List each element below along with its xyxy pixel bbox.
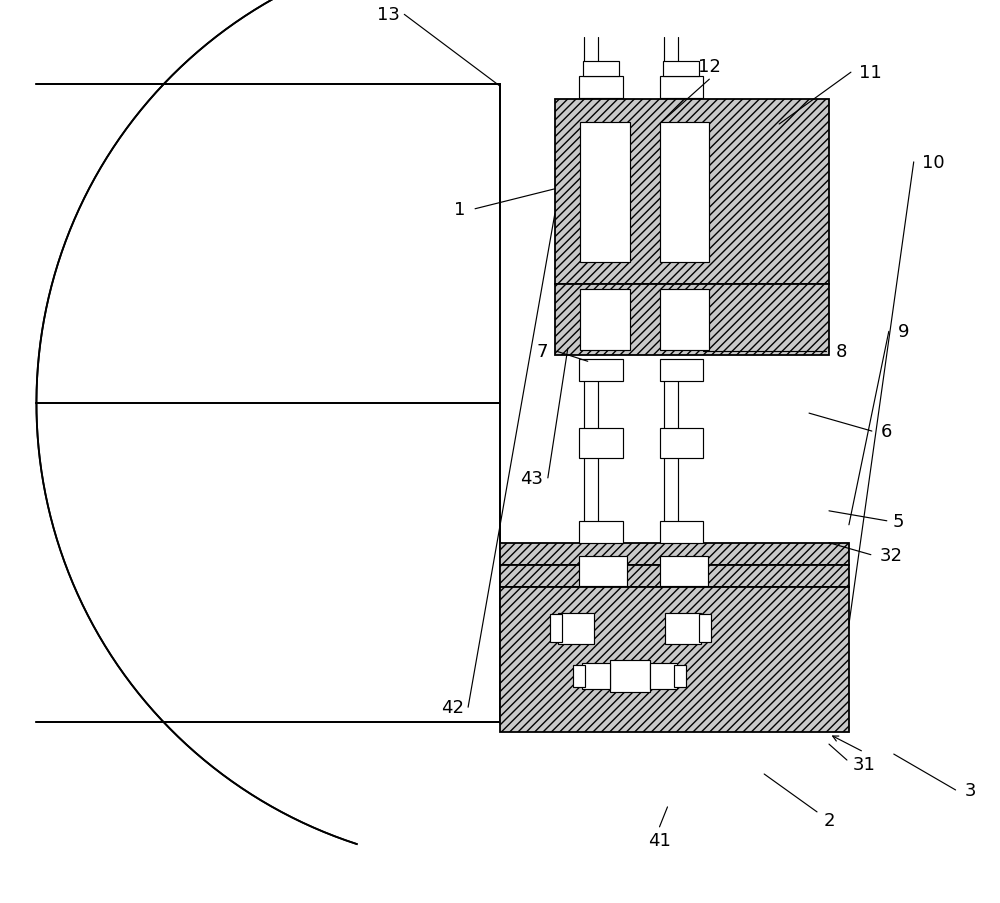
Text: 1: 1 <box>454 200 466 219</box>
Bar <box>660 521 703 543</box>
Bar <box>573 666 585 687</box>
Bar <box>660 289 709 351</box>
Text: 6: 6 <box>881 423 892 441</box>
Bar <box>674 666 686 687</box>
Text: 43: 43 <box>520 470 543 488</box>
Bar <box>660 360 703 382</box>
Bar <box>2 85 500 722</box>
Bar <box>699 615 711 643</box>
Bar <box>579 360 623 382</box>
Text: 12: 12 <box>698 58 721 76</box>
Text: 13: 13 <box>377 6 400 24</box>
Text: 5: 5 <box>893 512 905 530</box>
Bar <box>500 543 849 565</box>
Text: 31: 31 <box>852 755 875 773</box>
Text: 11: 11 <box>859 64 882 82</box>
Bar <box>555 100 829 284</box>
Bar <box>579 77 623 99</box>
Text: 2: 2 <box>823 811 835 829</box>
Bar <box>650 664 677 690</box>
Bar <box>663 62 699 77</box>
Text: 32: 32 <box>879 546 902 564</box>
Bar <box>550 615 562 643</box>
Bar <box>660 556 708 586</box>
Text: 42: 42 <box>441 698 464 716</box>
Bar <box>555 284 829 356</box>
Text: 41: 41 <box>648 831 671 849</box>
Bar <box>582 664 610 690</box>
Bar <box>580 123 630 262</box>
Bar <box>36 85 500 404</box>
Text: 8: 8 <box>835 343 847 361</box>
Bar <box>660 77 703 99</box>
Bar <box>500 565 849 587</box>
Bar <box>36 404 500 722</box>
Text: 9: 9 <box>898 323 910 341</box>
Bar <box>580 289 630 351</box>
Bar <box>665 613 701 645</box>
Bar <box>579 521 623 543</box>
Text: 10: 10 <box>922 154 945 172</box>
Bar <box>579 556 627 586</box>
Text: 3: 3 <box>965 781 976 799</box>
Bar <box>660 123 709 262</box>
Bar <box>558 613 594 645</box>
Bar <box>660 429 703 459</box>
Bar <box>583 62 619 77</box>
Bar <box>610 661 650 693</box>
Bar <box>500 587 849 732</box>
Bar <box>579 429 623 459</box>
Text: 7: 7 <box>536 343 548 361</box>
